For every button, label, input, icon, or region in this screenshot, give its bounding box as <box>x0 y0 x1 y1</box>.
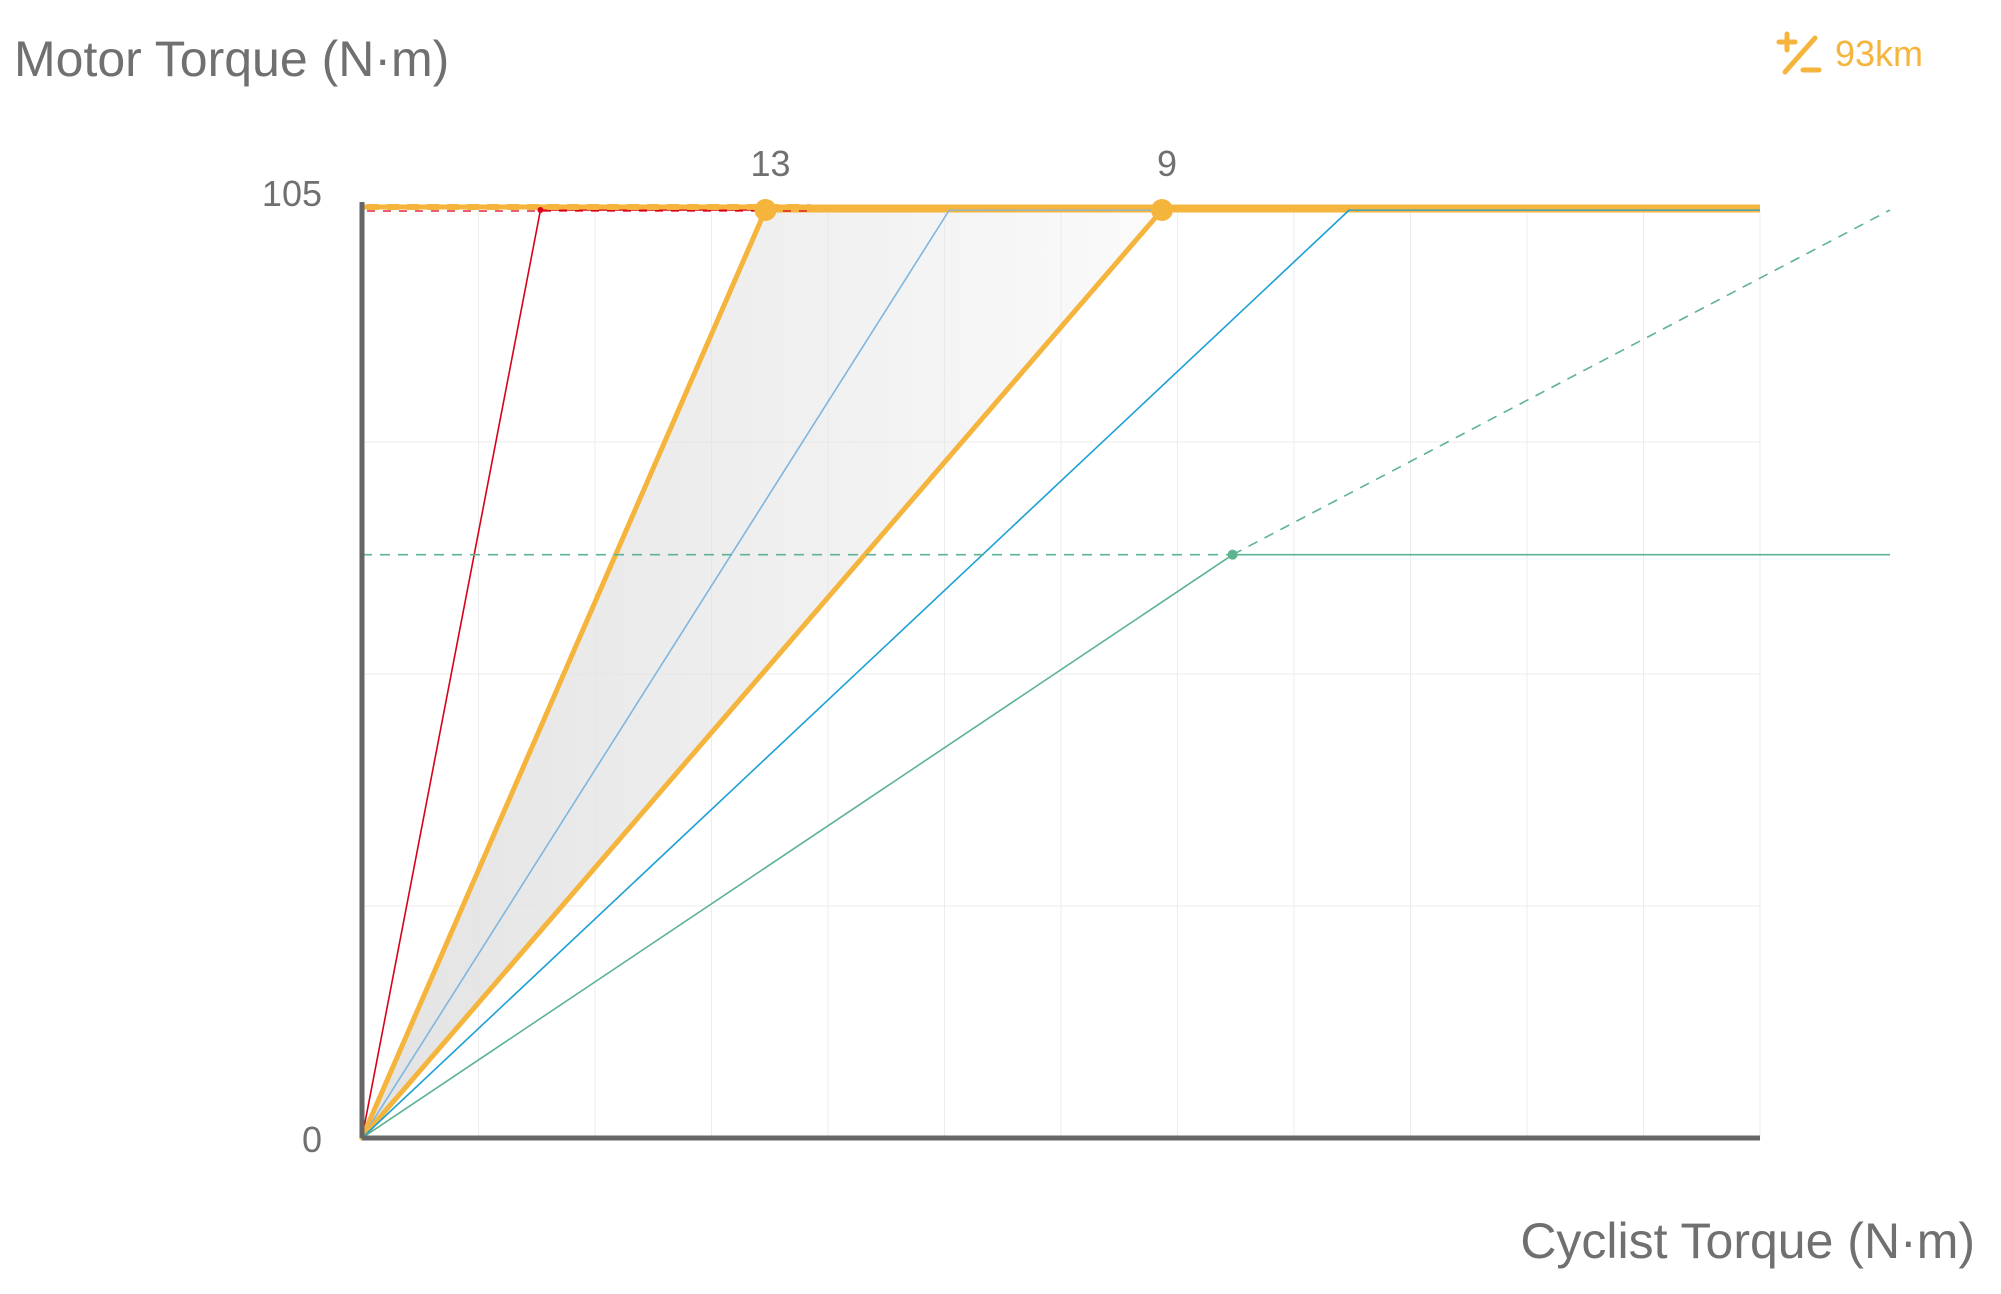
series-marker <box>1151 199 1173 221</box>
series-marker-label: 13 <box>750 143 790 184</box>
markers: 13 9 <box>537 143 1238 560</box>
series-marker-label: 9 <box>1157 143 1177 184</box>
y-tick-max: 105 <box>262 173 322 214</box>
y-axis-title: Motor Torque (N·m) <box>14 31 450 87</box>
tick-labels: 105 0 <box>262 173 322 1160</box>
x-axis-title: Cyclist Torque (N·m) <box>1520 1213 1975 1269</box>
plus-minus-icon <box>1776 31 1822 75</box>
range-badge[interactable]: 93km <box>1775 30 1923 78</box>
series-marker <box>754 199 777 221</box>
series-line-ramp <box>361 209 951 1139</box>
series-knee-point <box>537 207 544 213</box>
y-tick-zero: 0 <box>302 1119 322 1160</box>
series-line-ramp <box>359 207 1165 1141</box>
series-line-ramp <box>361 209 1351 1139</box>
series-line-ramp <box>361 553 1234 1139</box>
series-extension <box>1232 209 1891 556</box>
axes <box>359 202 1760 1141</box>
series-lines <box>359 204 1891 1141</box>
range-value: 93km <box>1835 33 1924 74</box>
series-line-ramp <box>361 209 542 1139</box>
series-line-ramp <box>359 207 768 1141</box>
series-knee-point <box>1227 549 1238 560</box>
